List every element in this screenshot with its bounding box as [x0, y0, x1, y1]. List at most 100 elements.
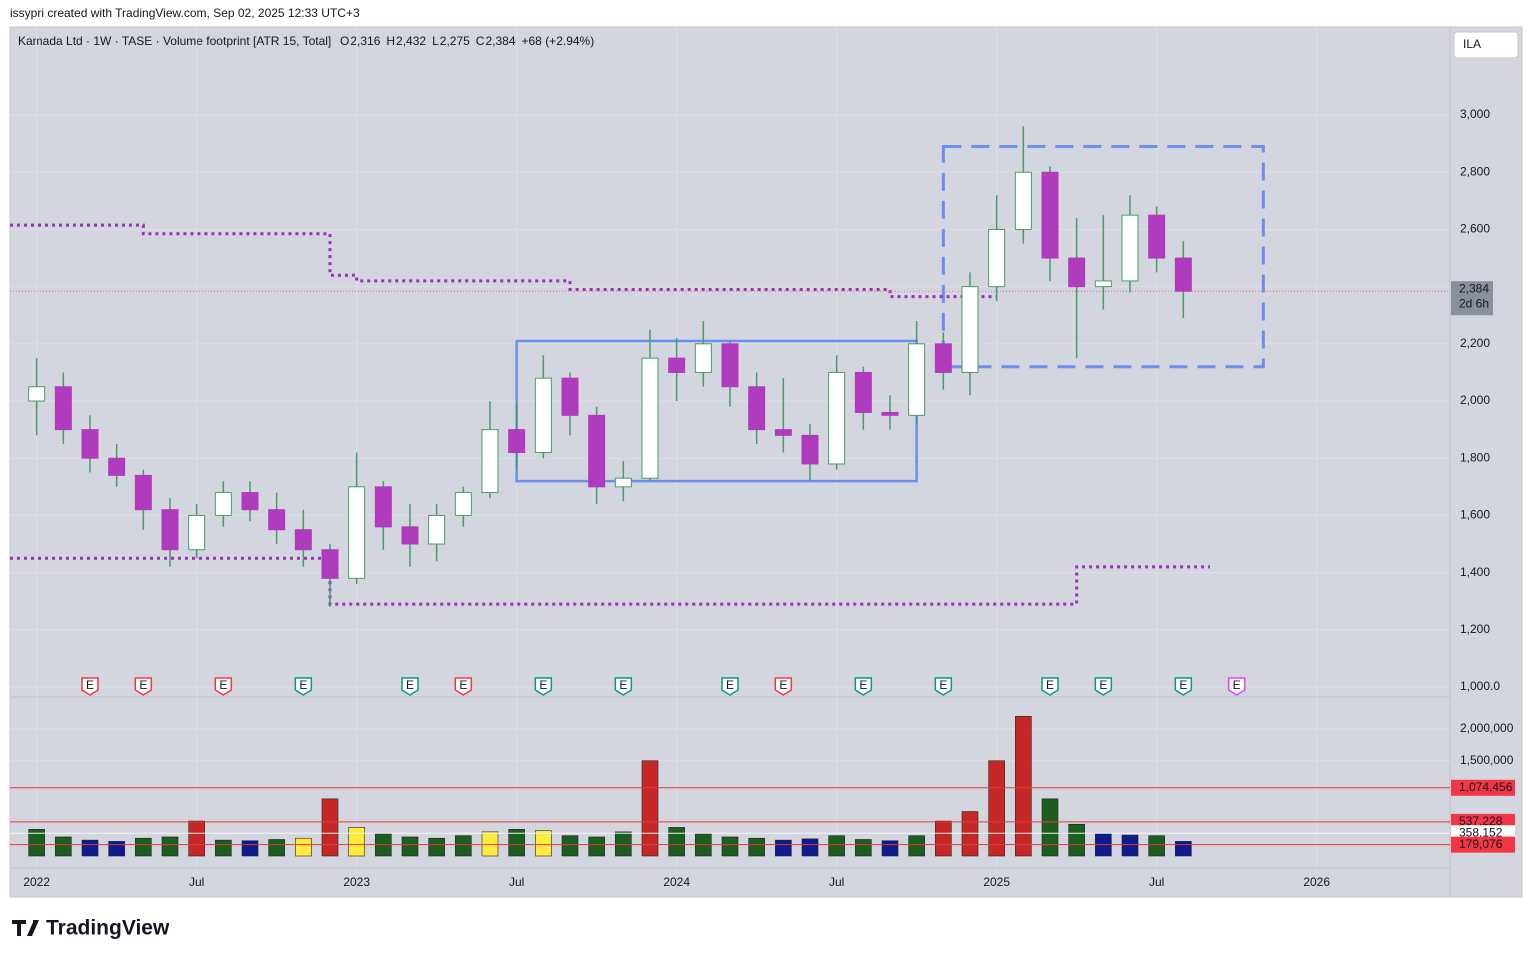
ohlc-key: H [386, 34, 395, 48]
credit: issypri created with TradingView.com, Se… [10, 6, 360, 20]
event-label: E [139, 678, 147, 692]
ohlc-key: O [340, 34, 349, 48]
volume-bar [748, 837, 765, 857]
x-tick-label: Jul [1149, 875, 1164, 889]
candle-body [1094, 280, 1112, 288]
candle-body [454, 492, 472, 516]
event-marker [1174, 677, 1193, 696]
candle-body [81, 429, 99, 459]
volume-marker-label: 537,228 [1459, 814, 1503, 828]
volume-bar [561, 835, 579, 857]
x-tick-label: 2022 [23, 875, 50, 889]
event-marker [854, 677, 873, 696]
event-label: E [86, 678, 94, 692]
candle-body [348, 486, 366, 579]
candle-body [828, 371, 846, 465]
volume-bar [801, 838, 819, 857]
volume-bar [535, 830, 552, 857]
volume-bar [1015, 716, 1032, 857]
y-tick-label: 2,000 [1460, 393, 1490, 407]
event-label: E [1179, 678, 1187, 692]
event-label: E [539, 678, 547, 692]
event-marker [774, 677, 793, 696]
ohlc-value: 2,432 [396, 34, 426, 48]
candle-body [214, 492, 232, 516]
volume-bar [28, 829, 45, 857]
event-label: E [1233, 678, 1241, 692]
event-marker [294, 677, 313, 696]
event-marker [81, 677, 99, 696]
event-marker [454, 677, 473, 696]
event-label: E [859, 678, 867, 692]
volume-bar [1175, 841, 1192, 857]
event-label: E [1099, 678, 1107, 692]
candle-body [801, 434, 819, 465]
event-label: E [406, 678, 414, 692]
event-marker [1094, 677, 1113, 696]
candle-body [961, 286, 979, 373]
zone [941, 145, 1265, 369]
volume-bar [828, 835, 845, 857]
event-label: E [726, 678, 734, 692]
candle-body [774, 429, 792, 436]
candle-body [694, 343, 712, 373]
event-marker [721, 677, 739, 696]
currency-box[interactable] [1453, 31, 1519, 59]
symbol: Kamada Ltd · 1W · TASE · Volume footprin… [18, 34, 331, 48]
candle-body [1068, 257, 1086, 288]
event-label: E [219, 678, 227, 692]
volume-bar [215, 839, 232, 857]
x-tick-label: 2024 [663, 875, 690, 889]
candle-body [534, 377, 552, 454]
volume-bar [961, 811, 979, 857]
candle-body [1014, 171, 1032, 230]
countdown: 2d 6h [1459, 296, 1489, 310]
volume-bar [241, 840, 259, 857]
volume-bar [401, 836, 419, 857]
volume-bar [1148, 835, 1165, 857]
candle-body [188, 514, 206, 551]
candle-body [161, 509, 179, 551]
y-tick-label: 1,600 [1460, 508, 1490, 522]
volume-marker-box [1451, 779, 1515, 796]
event-label: E [619, 678, 627, 692]
volume-bar [55, 836, 72, 857]
event-marker [1227, 677, 1246, 696]
volume-bar [455, 835, 472, 857]
event-marker [214, 677, 233, 696]
x-tick-label: Jul [509, 875, 524, 889]
candle-body [241, 492, 259, 511]
event-marker [401, 677, 419, 696]
logo: TradingView [12, 917, 170, 940]
logo-mark [12, 920, 39, 936]
candle-body [268, 509, 286, 531]
volume-bar [988, 760, 1005, 857]
y-tick-label: 1,200 [1460, 622, 1490, 636]
volume-bar [615, 831, 632, 857]
volume-bar [668, 827, 685, 857]
x-tick-label: 2025 [983, 875, 1010, 889]
event-marker [1041, 677, 1059, 696]
candle-body [508, 429, 526, 454]
volume-bar [1121, 834, 1139, 857]
candle-body [561, 377, 579, 416]
ohlc-value: +68 (+2.94%) [522, 34, 595, 48]
candle-body [908, 343, 926, 416]
volume-bar [508, 829, 525, 857]
volume-bar [855, 839, 872, 857]
volume-tick-label: 1,500,000 [1460, 753, 1514, 767]
event-label: E [779, 678, 787, 692]
volume-bar [135, 837, 152, 857]
event-marker [534, 677, 553, 696]
event-label: E [939, 678, 947, 692]
candle-body [428, 514, 446, 545]
candle-body [641, 357, 659, 479]
level-line [10, 223, 997, 299]
y-tick-label: 2,800 [1460, 164, 1490, 178]
x-tick-label: 2026 [1303, 875, 1330, 889]
candle-body [934, 343, 952, 373]
volume-bar [348, 827, 365, 857]
x-tick-label: Jul [189, 875, 204, 889]
y-tick-label: 2,600 [1460, 222, 1490, 236]
